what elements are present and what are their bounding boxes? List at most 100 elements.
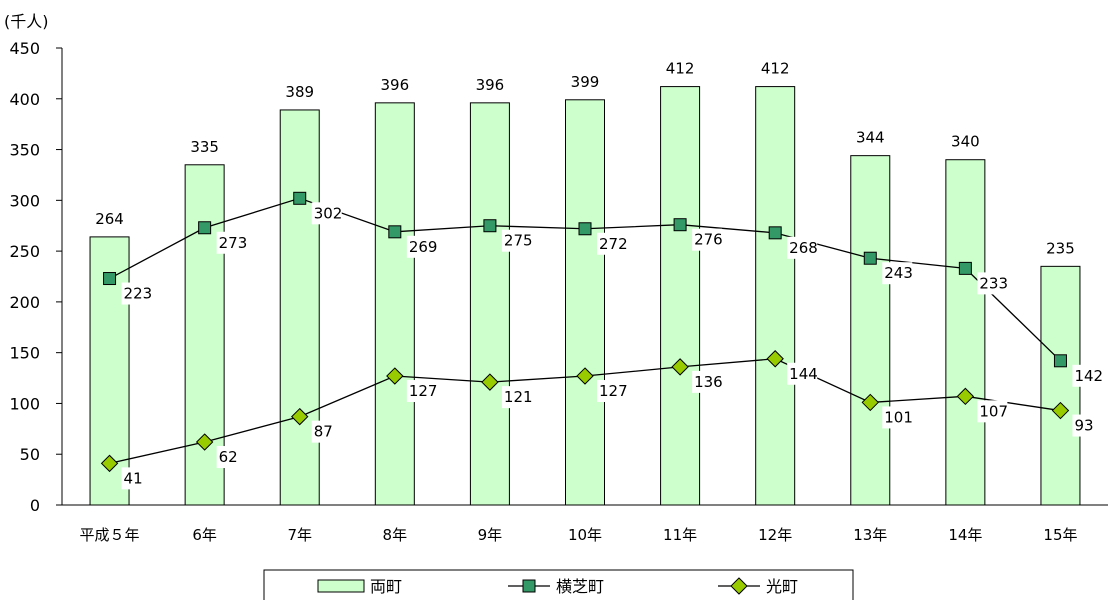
data-label-background: [977, 272, 1008, 295]
data-label-background: [692, 228, 723, 251]
x-tick-label: 12年: [758, 526, 792, 544]
line-value-label: 233: [979, 274, 1008, 292]
data-label-background: [787, 362, 818, 385]
square-marker: [483, 219, 497, 233]
bar: [565, 99, 605, 506]
square-marker: [293, 191, 307, 205]
bar-value-label: 235: [1046, 239, 1075, 257]
square-marker: [768, 226, 782, 240]
square-marker: [578, 222, 592, 236]
line-value-label: 136: [694, 373, 723, 391]
data-label-background: [121, 467, 152, 490]
diamond-marker: [481, 373, 499, 391]
y-tick-label: 400: [9, 90, 40, 109]
bar-value-label: 396: [476, 76, 505, 94]
data-label-background: [311, 202, 342, 225]
data-label-background: [1072, 364, 1103, 387]
diamond-marker: [576, 367, 594, 385]
diamond-marker: [1051, 401, 1070, 420]
line-value-label: 268: [789, 239, 818, 257]
data-label-background: [597, 232, 627, 255]
data-labels: 264 335 389 396 396 399 412 412 344 340 235 223 273 3…: [95, 60, 1103, 490]
data-label-background: [1072, 414, 1103, 437]
x-tick-label: 6年: [192, 526, 217, 544]
line-value-label: 269: [409, 238, 438, 256]
y-tick-label: 300: [9, 191, 40, 210]
x-tick-label: 14年: [948, 526, 982, 544]
line-value-label: 243: [884, 264, 913, 282]
data-label-background: [882, 406, 913, 429]
square-marker: [198, 221, 212, 235]
bar-value-label: 399: [571, 73, 600, 91]
diamond-marker: [195, 433, 214, 451]
legend-bar-swatch: [317, 579, 365, 593]
data-label-background: [692, 370, 723, 393]
diamond-marker: [291, 407, 309, 426]
bar-series: [89, 86, 1081, 506]
y-tick-label: 100: [9, 394, 40, 413]
line-value-label: 272: [599, 235, 628, 253]
line-value-label: 107: [979, 402, 1008, 420]
bar-value-label: 344: [856, 129, 885, 147]
bar: [374, 102, 415, 506]
data-label-background: [406, 380, 437, 403]
bar-value-label: 412: [761, 60, 790, 78]
x-tick-label: 15年: [1043, 526, 1077, 544]
y-tick-label: 50: [20, 445, 40, 464]
bar: [660, 86, 701, 506]
square-marker: [103, 272, 117, 286]
diamond-marker: [861, 393, 879, 412]
legend-label: 両町: [370, 577, 402, 596]
data-label-background: [787, 236, 818, 259]
legend: 両町 横芝町 光町: [263, 569, 854, 600]
line-value-label: 41: [124, 469, 143, 487]
y-tick-label: 450: [9, 39, 40, 58]
diamond-marker: [386, 367, 404, 385]
data-label-background: [501, 229, 532, 252]
x-tick-label: 8年: [383, 526, 408, 544]
data-label-background: [977, 400, 1008, 423]
square-marker: [388, 225, 402, 239]
y-tick-label: 250: [9, 242, 40, 261]
line-value-label: 127: [599, 382, 628, 400]
x-tick-label: 平成５年: [80, 526, 140, 544]
bar-value-label: 396: [380, 76, 409, 94]
data-label-background: [406, 235, 437, 258]
data-label-background: [121, 282, 152, 305]
diamond-marker: [766, 350, 784, 368]
bar-value-label: 412: [666, 60, 695, 78]
bar-value-label: 264: [95, 210, 124, 228]
data-label-background: [311, 420, 342, 443]
square-marker: [958, 261, 972, 275]
x-tick-label: 9年: [478, 526, 503, 544]
line-value-label: 101: [884, 408, 913, 426]
data-label-background: [216, 446, 247, 469]
data-label-background: [882, 262, 913, 285]
x-tick-label: 11年: [663, 526, 697, 544]
y-tick-label: 150: [9, 344, 40, 363]
data-label-background: [216, 231, 247, 254]
data-label-background: [501, 386, 532, 409]
x-tick-label: 10年: [568, 526, 602, 544]
line-value-label: 127: [409, 382, 438, 400]
data-label-background: [597, 380, 627, 403]
diamond-marker: [100, 454, 119, 473]
line-value-label: 302: [314, 204, 343, 222]
line-value-label: 93: [1074, 417, 1093, 435]
legend-diamond-marker: [730, 577, 748, 595]
bar-value-label: 335: [190, 138, 219, 156]
line-value-label: 121: [504, 388, 533, 406]
y-axis: 0 50 100 150 200 250 300 350 400 450: [9, 39, 63, 515]
line-value-label: 87: [314, 423, 333, 441]
legend-label: 光町: [766, 577, 798, 596]
line-value-label: 142: [1074, 367, 1103, 385]
line-value-label: 62: [219, 448, 238, 466]
x-tick-label: 13年: [853, 526, 887, 544]
legend-label: 横芝町: [556, 577, 604, 596]
bar: [755, 86, 796, 506]
y-tick-label: 0: [30, 496, 40, 515]
bar: [469, 102, 510, 506]
line-value-label: 223: [124, 285, 153, 303]
legend-square-marker: [522, 579, 536, 593]
